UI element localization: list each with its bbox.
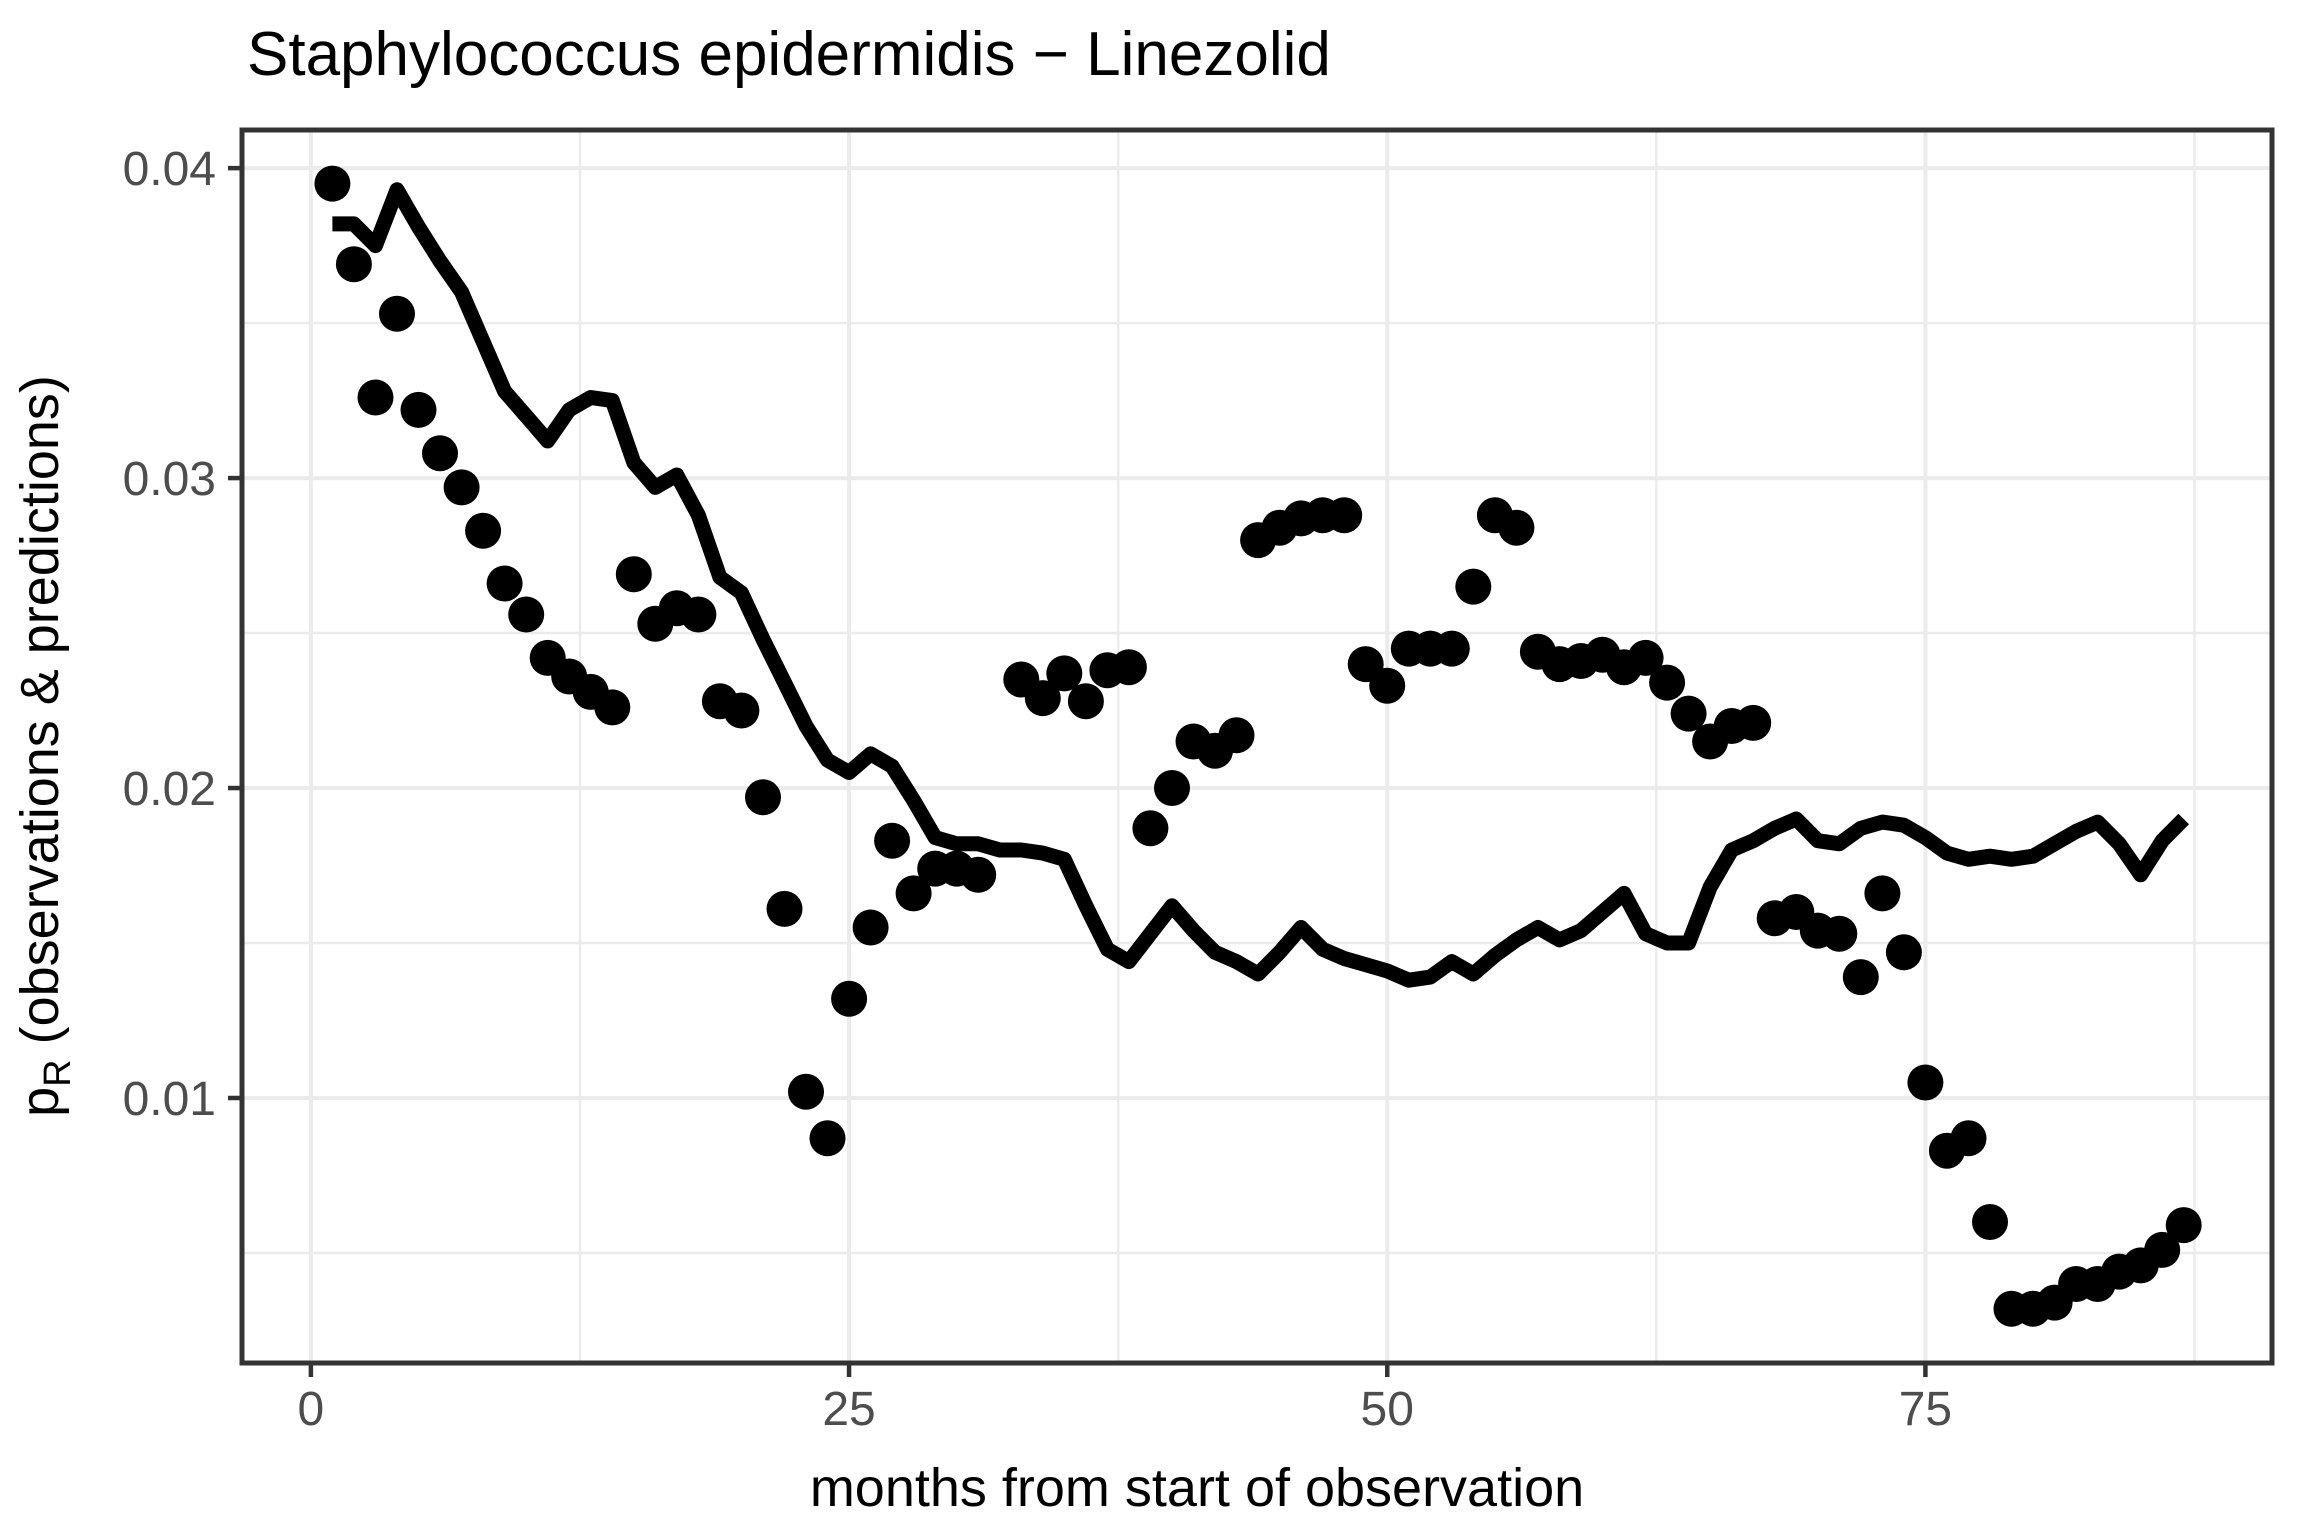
observation-dot [788, 1073, 824, 1110]
observation-dot [1067, 683, 1104, 720]
observation-dot [335, 246, 372, 283]
observation-dot [680, 596, 717, 633]
observation-dot [1670, 695, 1707, 732]
observation-dots [314, 165, 2202, 1327]
gridlines-minor [242, 130, 2272, 1363]
observation-dot [1455, 568, 1492, 605]
observation-dot [1110, 649, 1147, 686]
observation-dot [1950, 1120, 1987, 1157]
observation-dot [1433, 630, 1470, 667]
observation-dot [723, 692, 760, 729]
x-tick-label: 25 [822, 1383, 875, 1436]
x-tick-label: 50 [1361, 1383, 1414, 1436]
observation-dot [1649, 664, 1686, 701]
observation-dot [400, 391, 437, 428]
observation-dot [1132, 810, 1169, 847]
chart-title: Staphylococcus epidermidis − Linezolid [247, 20, 1331, 89]
observation-dot [594, 689, 631, 726]
observation-dot [1498, 509, 1535, 546]
observation-dot [766, 890, 803, 927]
observation-dot [831, 980, 868, 1017]
observation-dot [443, 469, 480, 506]
x-axis-title: months from start of observation [810, 1458, 1584, 1518]
observation-dot [852, 909, 889, 946]
observation-dot [1218, 717, 1255, 754]
x-tick-label: 75 [1899, 1383, 1952, 1436]
observation-dot [1024, 680, 1061, 717]
observation-dot [2144, 1231, 2181, 1268]
observation-dot [1972, 1204, 2008, 1240]
observation-dot [1627, 639, 1664, 676]
observation-dot [1821, 915, 1858, 952]
plot-panel [242, 130, 2272, 1363]
y-tick-label: 0.03 [123, 453, 216, 506]
observation-dot [465, 512, 502, 549]
observation-dot [809, 1120, 846, 1157]
observation-dot [379, 295, 415, 332]
observation-dot [1154, 770, 1190, 806]
prediction-line [332, 182, 2190, 988]
observation-dot [357, 379, 394, 416]
panel-border [239, 127, 2275, 1366]
observation-dot [1885, 934, 1922, 971]
observation-dot [1907, 1064, 1944, 1101]
y-axis-tick-labels: 0.01 0.02 0.03 0.04 [123, 143, 216, 1126]
observation-dot [422, 435, 458, 472]
observation-dot [1735, 704, 1772, 741]
observation-dot [486, 565, 523, 602]
prediction-line-path [332, 182, 2190, 988]
x-axis-tick-labels: 0 25 50 75 [298, 1383, 1953, 1436]
y-axis-title-text: pR (observations & predictions) [10, 375, 79, 1117]
observation-dot [615, 556, 652, 593]
observation-dot [874, 822, 911, 859]
y-tick-label: 0.02 [123, 763, 216, 816]
y-tick-label: 0.04 [123, 143, 216, 196]
observation-dot [314, 165, 351, 202]
observation-dot [1046, 655, 1083, 692]
observation-dot [1326, 497, 1363, 534]
observation-dot [895, 875, 932, 912]
observation-dot [2165, 1207, 2202, 1244]
observation-dot [745, 779, 781, 816]
observation-dot [1369, 667, 1406, 704]
observation-dot [1864, 875, 1901, 912]
axis-tick-marks [228, 165, 1928, 1377]
observation-dot [960, 856, 997, 893]
observation-dot [508, 596, 545, 633]
x-tick-label: 0 [298, 1383, 325, 1436]
y-tick-label: 0.01 [123, 1073, 216, 1126]
y-axis-title: pR (observations & predictions) [10, 375, 79, 1117]
observation-dot [1842, 959, 1879, 996]
